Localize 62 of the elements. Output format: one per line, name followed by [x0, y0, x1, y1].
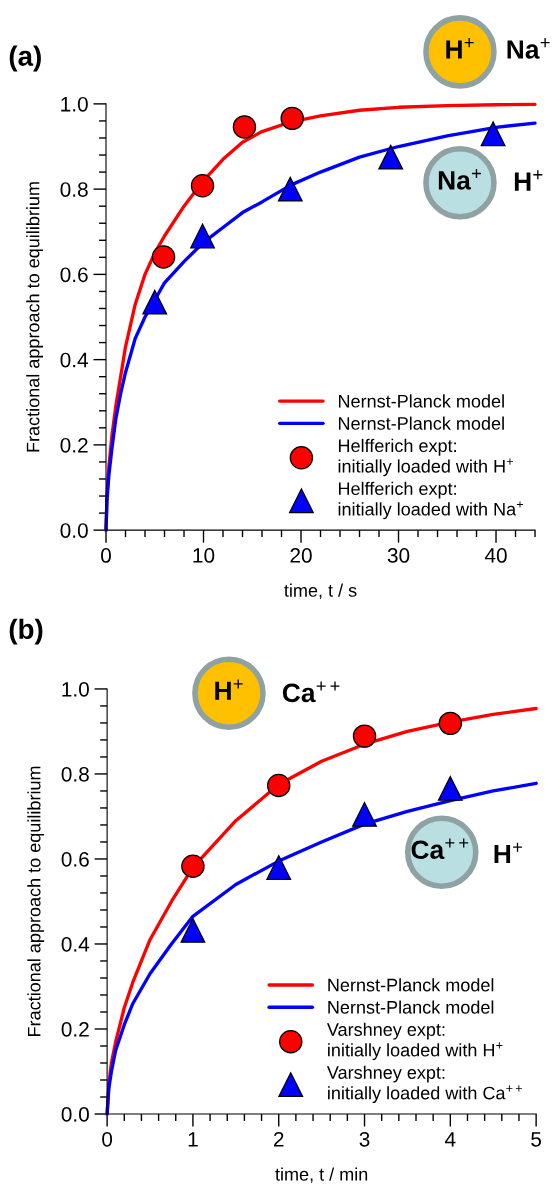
x-axis-title: time, t / s [284, 583, 357, 599]
legend-label: Nernst-Planck model [328, 1000, 494, 1014]
annotation: H$^{+}$ [514, 170, 543, 191]
x-tick-label: 0 [101, 548, 111, 563]
point [438, 711, 463, 736]
x-tick-label: 5 [531, 1132, 542, 1147]
y-tick-label: 0.0 [61, 1107, 89, 1122]
point [437, 775, 463, 801]
x-tick-label: 3 [359, 1131, 370, 1147]
annotation: H$^{+}$ [494, 842, 522, 864]
point [266, 855, 292, 880]
y-tick-label: 0.4 [60, 352, 89, 368]
y-tick-label: 0.8 [61, 766, 89, 782]
point [280, 106, 304, 131]
text: H$^{+}$ [446, 38, 474, 59]
x-tick-label: 40 [484, 548, 507, 563]
x-tick-label: 20 [290, 548, 312, 563]
chart-title: (b) [9, 618, 43, 645]
legend-label: Nernst-Planck model [338, 416, 504, 430]
legend-label: Helfferich expt: initially loaded with Na$^{+}$ [338, 481, 524, 520]
point [352, 724, 377, 748]
x-tick-label: 0 [102, 1131, 113, 1147]
point [151, 245, 176, 269]
annotation: Na$^{+}$ [438, 168, 481, 190]
x-tick-label: 1 [188, 1132, 198, 1147]
point [352, 801, 377, 827]
y-tick-label: 0.8 [60, 182, 88, 197]
legend-label: Varshney expt: initially loaded with Ca$^{++}$ [326, 1065, 522, 1104]
annotation: Ca$^{++}$ [411, 838, 469, 860]
legend-label: Nernst-Planck model [338, 394, 504, 408]
point [180, 917, 206, 943]
x-tick-label: 4 [445, 1132, 456, 1147]
y-tick-label: 0.4 [61, 936, 90, 952]
point [378, 144, 404, 170]
y-tick-label: 0.6 [61, 851, 89, 867]
point [480, 121, 506, 147]
x-tick-label: 30 [387, 548, 410, 563]
y-tick-label: 1.0 [62, 681, 89, 697]
y-axis-title: Fractional approach to equilibrium [27, 766, 45, 1036]
x-tick-label: 10 [193, 548, 215, 563]
point [142, 289, 168, 315]
point [277, 176, 303, 202]
y-axis-title: Fractional approach to equilibrium [26, 182, 44, 452]
x-axis-title: time, t / min [275, 1167, 368, 1183]
legend-label: Helfferich expt: initially loaded with H$^{+}$ [338, 438, 514, 477]
y-tick-label: 0.6 [60, 267, 88, 283]
y-tick-label: 1.0 [61, 96, 88, 112]
y-tick-label: 0.2 [61, 1021, 89, 1037]
annotation: Ca$^{++}$ [282, 681, 340, 703]
point [232, 115, 257, 139]
point [181, 854, 205, 878]
legend-label: Nernst-Planck model [328, 978, 494, 992]
point [190, 173, 215, 198]
annotation: H$^{+}$ [215, 679, 243, 700]
text: Na$^{+}$ [507, 38, 550, 59]
point [266, 773, 291, 798]
chart-title: (a) [9, 45, 41, 72]
x-tick-label: 2 [273, 1131, 284, 1147]
legend-label: Varshney expt: initially loaded with H$^{+}$ [326, 1022, 503, 1061]
point [190, 223, 215, 249]
y-tick-label: 0.2 [60, 437, 88, 453]
y-tick-label: 0.0 [60, 523, 88, 538]
